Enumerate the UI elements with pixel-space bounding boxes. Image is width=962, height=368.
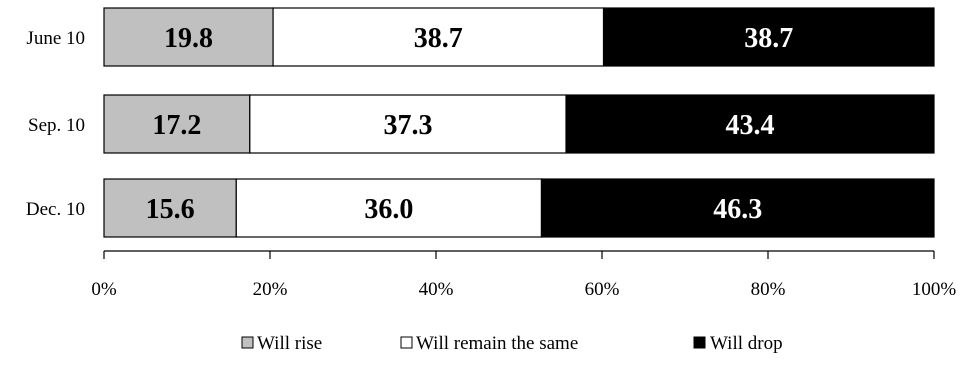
data-label: 19.8: [164, 23, 213, 54]
bar-segment: [565, 94, 935, 154]
bar-segment: [249, 94, 567, 154]
legend-label: Will rise: [257, 333, 322, 354]
category-label: Sep. 10: [28, 115, 85, 136]
legend-label: Will remain the same: [416, 333, 578, 354]
legend-swatch: [241, 336, 254, 349]
bar-segment: [103, 178, 237, 238]
bar-segment: [235, 178, 543, 238]
legend-label: Will drop: [710, 333, 783, 354]
legend-swatch: [400, 336, 413, 349]
bar-segment: [103, 94, 251, 154]
data-label: 36.0: [364, 194, 413, 225]
x-tick-label: 80%: [751, 279, 786, 300]
data-label: 38.7: [744, 23, 793, 54]
category-label: June 10: [26, 28, 85, 49]
data-label: 43.4: [726, 110, 775, 141]
bar-segment: [540, 178, 935, 238]
category-label: Dec. 10: [26, 199, 85, 220]
x-tick-label: 100%: [912, 279, 957, 300]
bar-segment: [272, 7, 605, 67]
data-label: 17.2: [152, 110, 201, 141]
data-label: 37.3: [383, 110, 432, 141]
x-tick-label: 40%: [419, 279, 454, 300]
data-label: 15.6: [146, 194, 195, 225]
x-tick-label: 0%: [91, 279, 117, 300]
bar-segment: [602, 7, 935, 67]
legend-swatch: [693, 336, 706, 349]
data-label: 46.3: [713, 194, 762, 225]
bar-segment: [103, 7, 274, 67]
x-tick-label: 60%: [585, 279, 620, 300]
data-label: 38.7: [414, 23, 463, 54]
x-tick-label: 20%: [253, 279, 288, 300]
